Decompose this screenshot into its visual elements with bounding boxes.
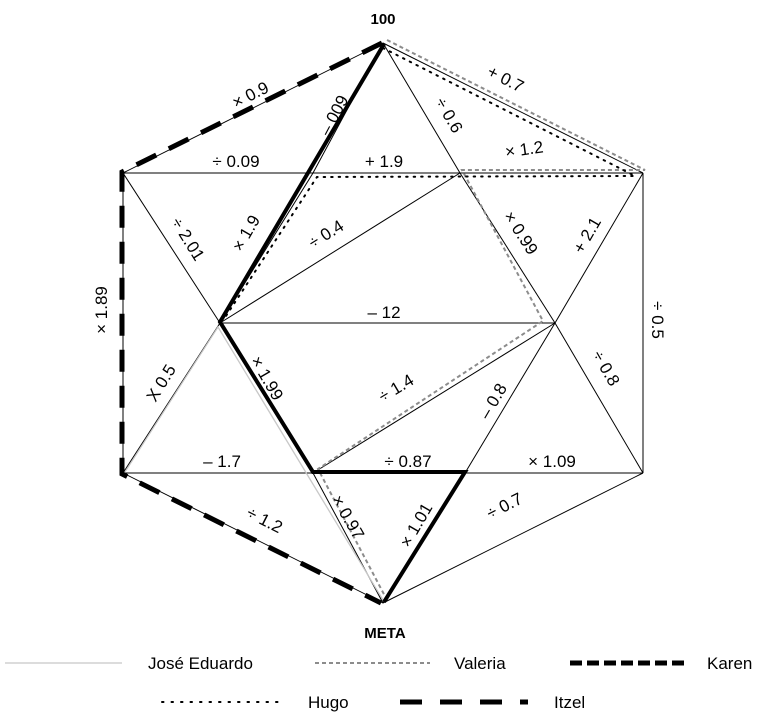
edge-label: ÷ 0.5 [648,301,667,339]
edge-label: ÷ 0.7 [483,489,525,523]
legend-item-hugo: Hugo [161,693,349,712]
edge-label: × 1.89 [92,286,111,334]
edge-label: ÷ 1.2 [243,503,285,537]
path-valeria [316,39,646,601]
edge-label: + 2.1 [569,214,605,257]
edge-label: ÷ 0.09 [212,152,259,171]
edge-label: – 12 [367,303,400,322]
legend-item-valeria: Valeria [315,654,506,673]
path-jose-eduardo [122,325,384,601]
edge-label: × 1.9 [228,212,264,255]
edge-label: + 1.9 [365,152,403,171]
legend-label-itzel: Itzel [554,693,585,712]
legend-item-jose-eduardo: José Eduardo [5,654,253,673]
edge-label: × 1.2 [504,137,545,161]
edge-label: – 1.7 [203,452,241,471]
edge-label: X 0.5 [143,361,180,405]
legend-label-karen: Karen [707,654,752,673]
path-itzel [119,40,384,606]
base-network [122,42,644,604]
legend-label-jose-eduardo: José Eduardo [148,654,253,673]
edge-label: ÷ 0.6 [431,94,466,136]
edge-label: ÷ 1.4 [375,370,417,406]
legend-label-valeria: Valeria [454,654,506,673]
edge-label: × 1.09 [528,452,576,471]
edge-label: ÷ 0.87 [384,452,431,471]
edge-labels: × 0.9 + 0.7 ÷ 0.6 – 009 ÷ 0.09 + 1.9 × 1… [92,62,667,551]
legend-item-karen: Karen [570,654,752,673]
path-hugo [225,47,636,317]
edge-label: ÷ 0.8 [588,347,623,389]
edge-label: – 0.8 [476,380,511,422]
legend-item-itzel: Itzel [400,693,585,712]
legend-label-hugo: Hugo [308,693,349,712]
legend: José Eduardo Valeria Karen Hugo Itzel [5,654,752,712]
path-karen [217,42,469,604]
start-node-label: 100 [370,11,395,28]
edge-label: – 009 [316,92,353,138]
edge-label: ÷ 2.01 [167,214,208,264]
goal-node-label: META [364,625,406,642]
